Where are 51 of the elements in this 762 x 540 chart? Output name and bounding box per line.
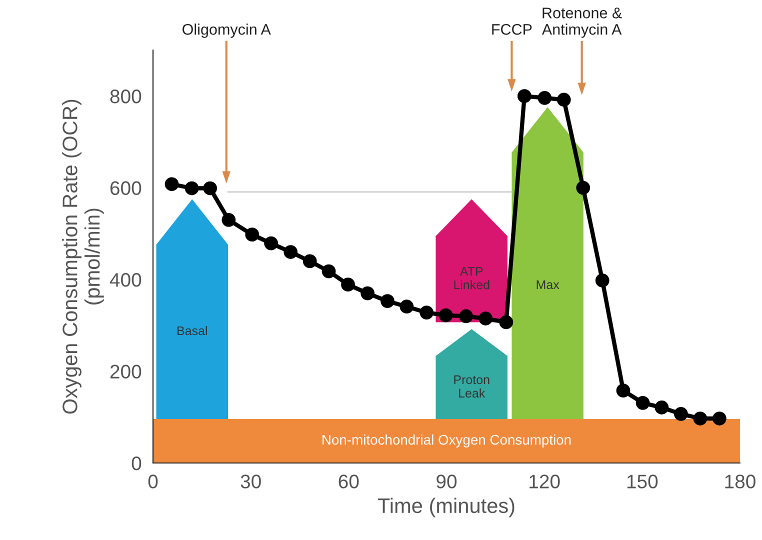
point [203, 181, 218, 196]
point [616, 384, 630, 398]
point [595, 274, 610, 288]
point [400, 300, 414, 314]
x-tick-label: 90 [436, 474, 457, 488]
y-axis-title: Oxygen Consumption Rate (OCR) (pmol/min) [62, 100, 104, 414]
point [264, 236, 278, 250]
point [360, 286, 375, 300]
data-label: Basal [178, 326, 207, 336]
y-tick-label: 600 [110, 181, 142, 196]
point [302, 254, 317, 268]
point [499, 315, 514, 330]
point [517, 89, 532, 104]
data-label: ATP Linked [454, 267, 490, 290]
y-tick-label: 400 [110, 273, 142, 287]
data-label: Max [536, 280, 560, 290]
x-tick-label: 120 [530, 474, 560, 488]
point [556, 92, 571, 107]
ref-line-label: Oligomycin A [182, 24, 271, 38]
point [245, 228, 260, 242]
band-label: Non-mitochondrial Oxygen Consumption [322, 434, 571, 448]
point [654, 400, 669, 414]
point [184, 181, 199, 196]
point [380, 294, 394, 308]
point [636, 396, 650, 410]
x-tick-label: 180 [725, 474, 756, 488]
ref-line-label: FCCP [492, 24, 532, 35]
y-tick-label: 0 [132, 456, 142, 470]
x-axis-title: Time (minutes) [378, 498, 514, 518]
point [459, 309, 474, 324]
data-label: Proton Leak [454, 375, 490, 398]
point [164, 177, 179, 192]
x-tick-label: 60 [338, 474, 359, 488]
point [438, 308, 453, 322]
y-tick-label: 200 [110, 364, 142, 379]
point [284, 245, 298, 259]
x-tick-label: 150 [627, 474, 658, 488]
ref-line-label: Rotenone & Antimycin A [542, 8, 622, 38]
point [341, 278, 355, 292]
x-tick-label: 0 [148, 474, 158, 488]
point [420, 306, 434, 320]
point [674, 406, 688, 421]
point [478, 312, 493, 326]
point [538, 90, 552, 105]
x-tick-label: 30 [240, 474, 261, 488]
y-tick-label: 800 [110, 90, 142, 104]
point [222, 212, 236, 227]
point [712, 412, 726, 426]
point [576, 180, 590, 195]
point [693, 412, 708, 426]
point [322, 264, 336, 278]
